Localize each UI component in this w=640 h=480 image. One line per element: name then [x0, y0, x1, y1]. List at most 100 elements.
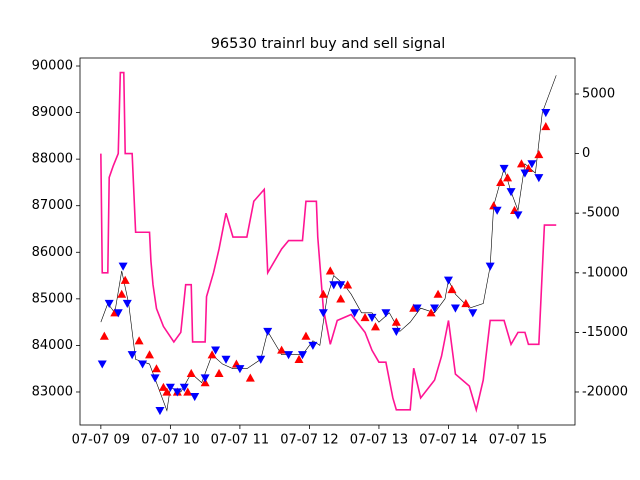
buy-marker [447, 285, 457, 294]
sell-marker [221, 355, 231, 364]
x-tick-label: 07-07 10 [141, 433, 199, 448]
sell-marker [127, 351, 137, 360]
y-tick-label: 89000 [32, 105, 73, 120]
sell-marker [492, 206, 502, 215]
sell-marker [297, 351, 307, 360]
x-tick-label: 07-07 12 [280, 433, 338, 448]
buy-marker [426, 308, 436, 317]
y-tick-label: 86000 [32, 245, 73, 260]
buy-marker [336, 294, 346, 303]
y-tick-label: 87000 [32, 198, 73, 213]
x-tick-label: 07-07 09 [72, 433, 130, 448]
buy-marker [134, 336, 144, 345]
x-tick-label: 07-07 11 [211, 433, 269, 448]
sell-marker [367, 313, 377, 322]
buy-marker [183, 387, 193, 396]
sell-marker [430, 304, 440, 313]
x-tick-label: 07-07 15 [489, 433, 547, 448]
sell-marker [513, 211, 523, 220]
sell-marker [443, 276, 453, 285]
y-tick-label: 90000 [32, 59, 73, 74]
y-tick-label: 84000 [32, 338, 73, 353]
sell-marker [113, 309, 123, 318]
y2-tick-label: -15000 [582, 325, 628, 340]
sell-marker [381, 309, 391, 318]
sell-marker [235, 365, 245, 374]
sell-marker [172, 388, 182, 397]
series-line [100, 71, 557, 414]
y2-tick-label: 0 [582, 146, 590, 161]
buy-marker [158, 382, 168, 391]
y-tick-label: 85000 [32, 291, 73, 306]
sell-marker [318, 309, 328, 318]
buy-marker [301, 331, 311, 340]
sell-marker [499, 164, 509, 173]
sell-marker [350, 309, 360, 318]
y-tick-label: 83000 [32, 384, 73, 399]
buy-marker [433, 289, 443, 298]
sell-marker [541, 108, 551, 118]
sell-marker [284, 351, 294, 360]
sell-marker [122, 299, 132, 309]
buy-marker [370, 322, 380, 331]
sell-marker [336, 281, 346, 290]
sell-marker [308, 341, 318, 350]
buy-marker [277, 345, 287, 354]
sell-marker [150, 374, 160, 383]
buy-marker [117, 289, 127, 298]
buy-marker [120, 275, 130, 284]
chart-title: 96530 trainrl buy and sell signal [211, 36, 446, 52]
buy-marker [162, 387, 172, 396]
buy-marker [99, 331, 109, 340]
sell-marker [179, 383, 189, 392]
y2-tick-label: -5000 [582, 206, 620, 221]
sell-marker [211, 346, 221, 355]
sell-marker [118, 262, 128, 271]
sell-marker [534, 174, 544, 183]
x-tick-label: 07-07 13 [350, 433, 408, 448]
sell-marker [412, 304, 422, 313]
series-line [100, 75, 557, 412]
sell-marker [138, 360, 148, 369]
sell-marker [200, 374, 210, 383]
sell-marker [97, 360, 107, 369]
buy-marker [325, 266, 335, 275]
buy-marker [151, 364, 161, 373]
buy-marker [207, 350, 217, 359]
buy-marker [534, 149, 544, 159]
y2-tick-label: -10000 [582, 265, 628, 280]
buy-marker [541, 122, 551, 131]
buy-marker [360, 312, 370, 322]
y2-tick-label: 5000 [582, 86, 615, 101]
buy-marker [343, 280, 353, 289]
plot-frame [79, 57, 576, 426]
sell-marker [520, 169, 530, 178]
sell-marker [104, 299, 114, 309]
y-tick-label: 88000 [32, 152, 73, 167]
buy-marker [245, 373, 255, 382]
sell-marker [450, 304, 460, 313]
x-tick-label: 07-07 14 [419, 433, 477, 448]
sell-marker [256, 355, 266, 364]
buy-marker [391, 317, 401, 326]
sell-marker [190, 393, 200, 402]
buy-marker [461, 299, 471, 308]
sell-marker [506, 188, 516, 197]
y2-tick-label: -20000 [582, 384, 628, 399]
sell-marker [329, 281, 339, 290]
buy-marker [496, 177, 506, 187]
sell-marker [527, 160, 537, 169]
sell-marker [165, 383, 175, 392]
sell-marker [155, 407, 165, 416]
buy-marker [516, 159, 526, 168]
buy-marker [503, 173, 513, 182]
sell-marker [485, 262, 495, 271]
buy-marker [186, 368, 196, 377]
buy-marker [318, 289, 328, 298]
buy-marker [214, 368, 224, 377]
buy-marker [294, 354, 304, 363]
sell-marker [468, 309, 478, 318]
buy-marker [145, 350, 155, 359]
sell-marker [263, 327, 273, 336]
